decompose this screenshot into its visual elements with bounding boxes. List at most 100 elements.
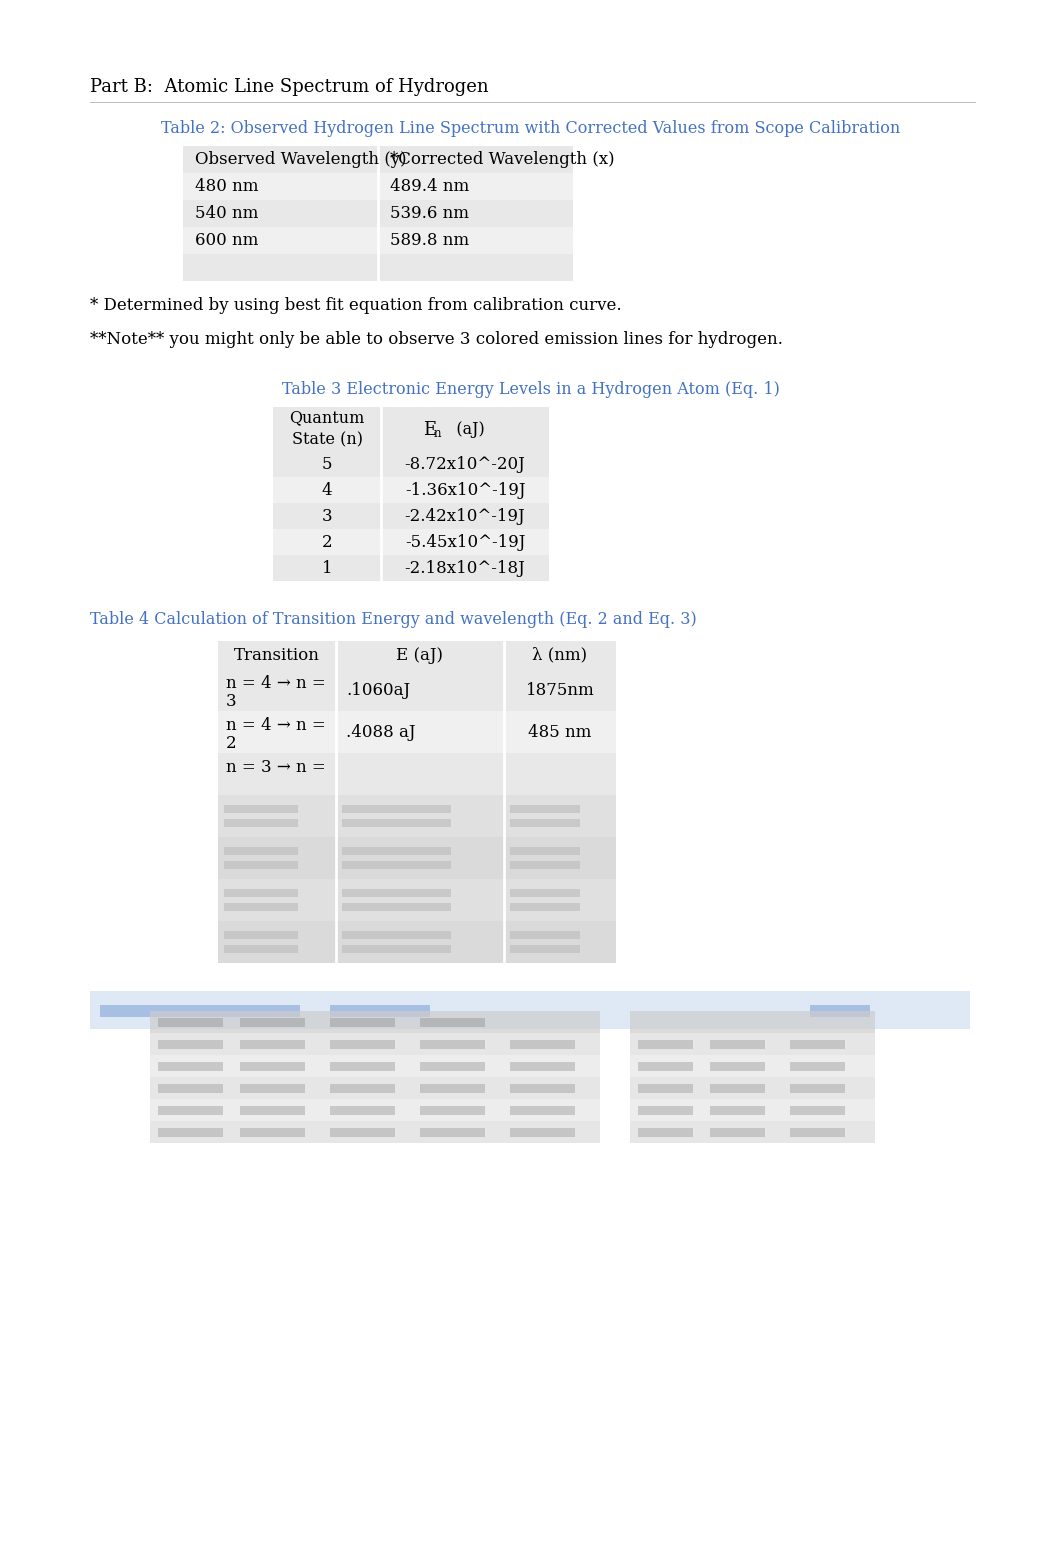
Bar [710, 1083, 765, 1093]
Text: -2.18x10^-18J: -2.18x10^-18J [405, 559, 526, 576]
Bar [218, 670, 616, 710]
Bar [790, 1040, 845, 1049]
Bar [330, 1061, 395, 1071]
Bar [150, 1099, 600, 1121]
Bar [630, 1033, 875, 1055]
Bar [158, 1083, 223, 1093]
Bar [630, 1012, 875, 1033]
Bar [510, 1083, 575, 1093]
Bar [710, 1107, 765, 1115]
Bar [342, 820, 451, 827]
Bar [273, 451, 549, 478]
Text: n = 4 → n =: n = 4 → n = [226, 716, 326, 734]
Bar [273, 407, 549, 451]
Text: 540 nm: 540 nm [195, 204, 258, 222]
Text: 4: 4 [322, 481, 332, 498]
Bar [638, 1083, 693, 1093]
Bar [419, 1061, 485, 1071]
Text: λ (nm): λ (nm) [532, 646, 587, 663]
Bar [510, 1129, 575, 1136]
Bar [790, 1129, 845, 1136]
Bar [183, 226, 573, 254]
Bar [240, 1083, 305, 1093]
Text: Table 4 Calculation of Transition Energy and wavelength (Eq. 2 and Eq. 3): Table 4 Calculation of Transition Energy… [90, 610, 697, 628]
Text: 2: 2 [226, 735, 237, 751]
Bar [90, 991, 970, 1029]
Bar [342, 890, 451, 898]
Bar [330, 1005, 430, 1018]
Bar [330, 1129, 395, 1136]
Bar [510, 848, 580, 855]
Bar [510, 805, 580, 813]
Bar [218, 752, 616, 795]
Text: n = 4 → n =: n = 4 → n = [226, 674, 326, 692]
Text: -8.72x10^-20J: -8.72x10^-20J [405, 456, 526, 473]
Bar [183, 254, 573, 281]
Bar [510, 862, 580, 869]
Text: E: E [423, 421, 436, 439]
Bar [330, 1018, 395, 1027]
Text: Quantum
State (n): Quantum State (n) [289, 409, 364, 448]
Bar [100, 1005, 299, 1018]
Bar [419, 1083, 485, 1093]
Bar [510, 1107, 575, 1115]
Bar [330, 1083, 395, 1093]
Bar [150, 1121, 600, 1143]
Bar [218, 795, 616, 837]
Bar [158, 1040, 223, 1049]
Bar [218, 921, 616, 963]
Bar [150, 1012, 600, 1033]
Text: 489.4 nm: 489.4 nm [390, 178, 469, 195]
Bar [342, 902, 451, 912]
Bar [273, 503, 549, 529]
Bar [183, 200, 573, 226]
Bar [183, 147, 573, 173]
Bar [630, 1055, 875, 1077]
Bar [510, 1061, 575, 1071]
Text: 539.6 nm: 539.6 nm [390, 204, 469, 222]
Bar [342, 848, 451, 855]
Bar [183, 173, 573, 200]
Bar [510, 944, 580, 954]
Text: Table 2: Observed Hydrogen Line Spectrum with Corrected Values from Scope Calibr: Table 2: Observed Hydrogen Line Spectrum… [161, 120, 901, 137]
Text: E (aJ): E (aJ) [396, 646, 444, 663]
Bar [342, 805, 451, 813]
Text: 1: 1 [322, 559, 332, 576]
Bar [510, 820, 580, 827]
Bar [224, 890, 298, 898]
Text: **Note** you might only be able to observe 3 colored emission lines for hydrogen: **Note** you might only be able to obser… [90, 331, 783, 348]
Bar [218, 879, 616, 921]
Bar [510, 890, 580, 898]
Bar [342, 944, 451, 954]
Text: (aJ): (aJ) [441, 421, 484, 439]
Text: -5.45x10^-19J: -5.45x10^-19J [405, 534, 526, 551]
Bar [710, 1040, 765, 1049]
Text: .1060aJ: .1060aJ [346, 682, 410, 698]
Bar [790, 1061, 845, 1071]
Bar [638, 1061, 693, 1071]
Text: 600 nm: 600 nm [195, 233, 258, 250]
Text: Transition: Transition [234, 646, 320, 663]
Bar [224, 848, 298, 855]
Bar [224, 944, 298, 954]
Bar [224, 820, 298, 827]
Text: n = 3 → n =: n = 3 → n = [226, 759, 326, 776]
Bar [638, 1129, 693, 1136]
Bar [330, 1107, 395, 1115]
Bar [342, 930, 451, 940]
Text: Observed Wavelength (y): Observed Wavelength (y) [195, 151, 407, 169]
Bar [419, 1040, 485, 1049]
Bar [158, 1107, 223, 1115]
Bar [630, 1121, 875, 1143]
Bar [240, 1040, 305, 1049]
Bar [638, 1040, 693, 1049]
Bar [510, 930, 580, 940]
Bar [218, 837, 616, 879]
Bar [224, 930, 298, 940]
Bar [150, 1077, 600, 1099]
Text: -2.42x10^-19J: -2.42x10^-19J [405, 507, 526, 524]
Bar [224, 805, 298, 813]
Text: 480 nm: 480 nm [195, 178, 258, 195]
Text: -1.36x10^-19J: -1.36x10^-19J [405, 481, 526, 498]
Bar [710, 1129, 765, 1136]
